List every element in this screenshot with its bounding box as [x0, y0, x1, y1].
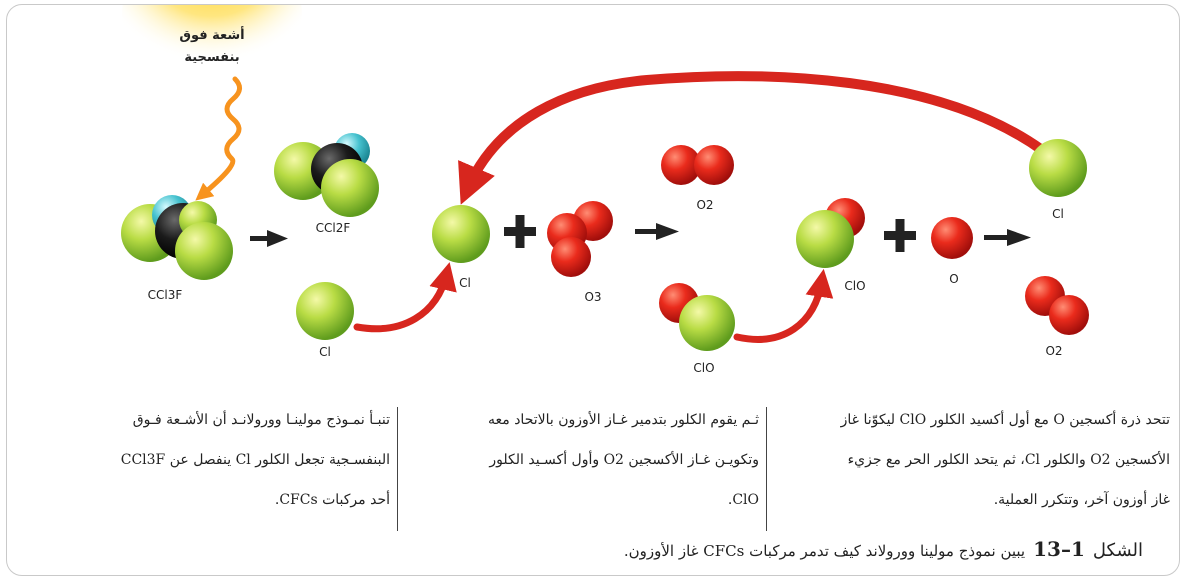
label-ccl2f: CCl2F: [316, 221, 351, 235]
description-right-line3: غاز أوزون آخر، وتتكرر العملية.: [993, 492, 1170, 508]
description-left: تنبـأ نمـوذج مولينـا وورولانـد أن الأشـع…: [35, 400, 390, 520]
caption-label: الشكل: [1092, 540, 1143, 561]
reaction-arrow-1: [250, 230, 288, 247]
ozone-molecule: [547, 201, 613, 277]
curved-arrow-clo: [733, 268, 834, 343]
label-cl-bottom: Cl: [319, 345, 331, 359]
curved-arrow-cl: [353, 262, 457, 333]
ccl2f-molecule: [274, 133, 379, 217]
clo-molecule-bottom: [659, 283, 735, 351]
oxygen-molecule-product: [1025, 276, 1089, 335]
description-left-line3: أحد مركبات CFCs.: [274, 492, 390, 508]
label-ccl3f: CCl3F: [148, 288, 183, 302]
sun-glow: [122, 5, 302, 95]
chlorine-atom-product: [1029, 139, 1087, 197]
recycle-arrow: [458, 71, 1047, 205]
figure-frame: أشعة فوق بنفسجية CCl3F CCl2F Cl Cl: [6, 4, 1180, 576]
ccl3f-molecule: [121, 195, 233, 280]
caption-number: 1–13: [1033, 537, 1085, 561]
description-middle: ثـم يقوم الكلور بتدمير غـاز الأوزون بالا…: [407, 400, 759, 520]
description-right-line2: الأكسجين O2 والكلور Cl، ثم يتحد الكلور ا…: [847, 452, 1170, 468]
plus-sign-1: [504, 215, 536, 248]
oxygen-atom: [931, 217, 973, 259]
caption-text: يبين نموذج مولينا وورولاند كيف تدمر مركب…: [623, 542, 1026, 560]
label-o-atom: O: [949, 272, 958, 286]
description-left-line1: تنبـأ نمـوذج مولينـا وورولانـد أن الأشـع…: [132, 412, 390, 428]
description-middle-line3: ClO.: [727, 492, 759, 508]
description-middle-line1: ثـم يقوم الكلور بتدمير غـاز الأوزون بالا…: [487, 412, 759, 428]
plus-sign-2: [884, 219, 916, 252]
label-cl-top: Cl: [459, 276, 471, 290]
description-left-line2: البنفسـجية تجعل الكلور Cl ينفصل عن CCl3F: [120, 452, 390, 468]
label-o2-right: O2: [1045, 344, 1062, 358]
description-right: تتحد ذرة أكسجين O مع أول أكسيد الكلور Cl…: [777, 400, 1170, 520]
chlorine-atom-freed: [296, 282, 354, 340]
clo-molecule-mid: [796, 198, 865, 268]
uv-ray-arrow: [195, 76, 242, 201]
description-right-line1: تتحد ذرة أكسجين O مع أول أكسيد الكلور Cl…: [840, 412, 1170, 428]
column-divider-left: [397, 407, 398, 531]
label-clo-mid: ClO: [844, 279, 865, 293]
column-divider-right: [766, 407, 767, 531]
ozone-depletion-diagram: أشعة فوق بنفسجية CCl3F CCl2F Cl Cl: [121, 5, 1089, 375]
label-o2-top: O2: [696, 198, 713, 212]
oxygen-molecule-top: [661, 145, 734, 185]
reaction-arrow-2: [635, 223, 679, 240]
label-clo-bottom: ClO: [693, 361, 714, 375]
uv-label-line2: بنفسجية: [184, 50, 239, 65]
label-cl-right: Cl: [1052, 207, 1064, 221]
label-o3: O3: [584, 290, 601, 304]
figure-caption: الشكل 1–13 يبين نموذج مولينا وورولاند كيف …: [423, 537, 1143, 561]
description-middle-line2: وتكويـن غـاز الأكسجين O2 وأول أكسـيد الك…: [489, 452, 759, 468]
chlorine-atom-center: [432, 205, 490, 263]
uv-label-line1: أشعة فوق: [179, 26, 244, 43]
reaction-arrow-3: [984, 229, 1031, 246]
